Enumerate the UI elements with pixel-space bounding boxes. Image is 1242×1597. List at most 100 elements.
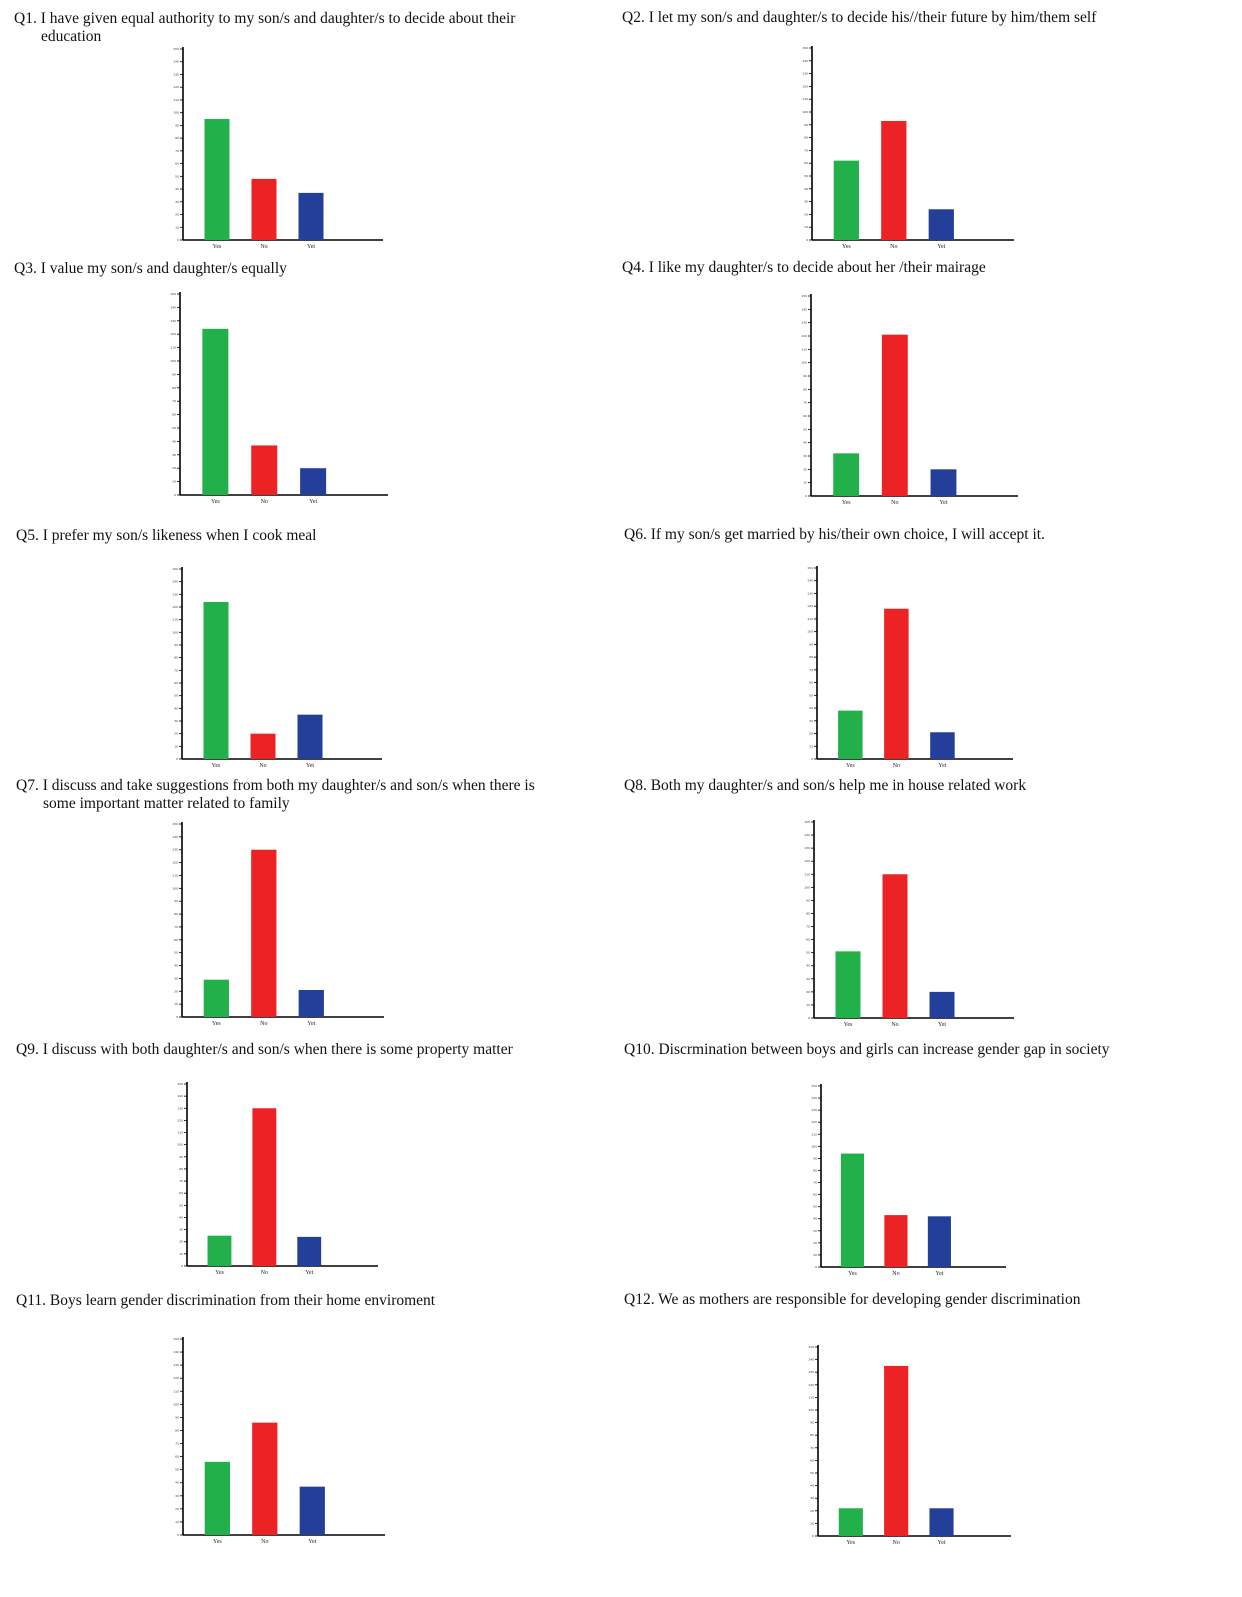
y-tick-label: 140 bbox=[802, 59, 808, 63]
x-category-label: Yes bbox=[212, 1021, 221, 1027]
y-tick-label: 90 bbox=[813, 1156, 817, 1160]
y-tick-label: 140 bbox=[807, 579, 813, 583]
y-tick-label: 50 bbox=[810, 1471, 814, 1475]
y-tick-label: 50 bbox=[813, 1205, 817, 1209]
bar-chart: 0 10 20 30 40 50 60 70 80 90 100 110 120 130 140 150 Yes… bbox=[172, 822, 384, 1027]
bar-chart: 0 10 20 30 40 50 60 70 80 90 100 110 120 130 140 150 Yes… bbox=[173, 47, 383, 250]
x-category-label: Yes bbox=[844, 1022, 853, 1028]
y-tick-label: 120 bbox=[173, 85, 179, 89]
y-tick-label: 70 bbox=[179, 1179, 183, 1183]
y-tick-label: 140 bbox=[808, 1358, 814, 1362]
y-tick-label: 30 bbox=[172, 453, 176, 457]
y-tick-label: 140 bbox=[173, 1350, 179, 1354]
y-tick-label: 110 bbox=[811, 1132, 817, 1136]
bar-yes bbox=[835, 951, 861, 1018]
y-tick-label: 70 bbox=[806, 925, 810, 929]
y-tick-label: 10 bbox=[175, 225, 179, 229]
y-tick-label: 90 bbox=[175, 1415, 179, 1419]
y-tick-label: 110 bbox=[172, 873, 178, 877]
chart-title: Q5. I prefer my son/s likeness when I co… bbox=[16, 527, 316, 545]
y-tick-label: 0 bbox=[808, 1016, 810, 1020]
chart-title: Q6. If my son/s get married by his/their… bbox=[624, 526, 1045, 544]
y-tick-label: 100 bbox=[172, 886, 178, 890]
y-tick-label: 10 bbox=[175, 1520, 179, 1524]
y-tick-label: 80 bbox=[175, 1428, 179, 1432]
y-tick-label: 140 bbox=[801, 307, 807, 311]
y-tick-label: 30 bbox=[175, 1494, 179, 1498]
y-tick-label: 50 bbox=[809, 693, 813, 697]
bar-chart: 0 10 20 30 40 50 60 70 80 90 100 110 120 130 140 150 Yes… bbox=[808, 1345, 1011, 1546]
y-tick-label: 120 bbox=[170, 332, 176, 336]
bar-yet bbox=[297, 714, 323, 759]
y-tick-label: 150 bbox=[173, 1337, 179, 1341]
y-tick-label: 130 bbox=[807, 591, 813, 595]
y-tick-label: 80 bbox=[179, 1167, 183, 1171]
y-tick-label: 30 bbox=[809, 719, 813, 723]
y-tick-label: 120 bbox=[172, 861, 178, 865]
bar-chart: 0 10 20 30 40 50 60 70 80 90 100 110 120 130 140 150 Yes… bbox=[807, 566, 1013, 769]
bar-chart: 0 10 20 30 40 50 60 70 80 90 100 110 120 130 140 150 Yes… bbox=[177, 1082, 378, 1276]
y-tick-label: 120 bbox=[801, 334, 807, 338]
bar-yes bbox=[833, 453, 860, 496]
y-tick-label: 30 bbox=[179, 1228, 183, 1232]
y-tick-label: 0 bbox=[181, 1264, 183, 1268]
y-tick-label: 70 bbox=[174, 668, 178, 672]
y-tick-label: 100 bbox=[807, 630, 813, 634]
y-tick-label: 40 bbox=[174, 706, 178, 710]
y-tick-label: 80 bbox=[804, 136, 808, 140]
y-tick-label: 60 bbox=[175, 162, 179, 166]
y-tick-label: 20 bbox=[804, 212, 808, 216]
y-tick-label: 120 bbox=[177, 1118, 183, 1122]
y-tick-label: 20 bbox=[172, 466, 176, 470]
y-tick-label: 120 bbox=[804, 859, 810, 863]
y-tick-label: 20 bbox=[809, 732, 813, 736]
y-tick-label: 100 bbox=[808, 1408, 814, 1412]
y-tick-label: 90 bbox=[803, 374, 807, 378]
chart-title-line2: education bbox=[41, 28, 102, 45]
x-category-label: Yet bbox=[309, 499, 317, 505]
y-tick-label: 80 bbox=[803, 387, 807, 391]
bar-yes bbox=[207, 1235, 232, 1266]
chart-title: Q3. I value my son/s and daughter/s equa… bbox=[14, 260, 287, 278]
y-tick-label: 90 bbox=[174, 643, 178, 647]
y-tick-label: 100 bbox=[170, 359, 176, 363]
y-tick-label: 60 bbox=[179, 1191, 183, 1195]
y-tick-label: 10 bbox=[804, 225, 808, 229]
chart-title: Q11. Boys learn gender discrimination fr… bbox=[16, 1292, 435, 1310]
y-tick-label: 30 bbox=[174, 976, 178, 980]
chart-title-line1: Q11. Boys learn gender discrimination fr… bbox=[16, 1292, 436, 1309]
x-category-label: No bbox=[892, 1540, 899, 1546]
x-category-label: Yes bbox=[211, 499, 220, 505]
y-tick-label: 80 bbox=[806, 911, 810, 915]
bar-yet bbox=[300, 468, 327, 495]
y-tick-label: 40 bbox=[804, 187, 808, 191]
y-tick-label: 80 bbox=[809, 655, 813, 659]
chart-title: Q7. I discuss and take suggestions from … bbox=[16, 777, 535, 813]
chart-title-line1: Q2. I let my son/s and daughter/s to dec… bbox=[622, 9, 1097, 26]
chart-title-line1: Q5. I prefer my son/s likeness when I co… bbox=[16, 527, 317, 544]
y-tick-label: 120 bbox=[802, 84, 808, 88]
x-category-label: Yet bbox=[939, 500, 947, 506]
y-tick-label: 140 bbox=[172, 580, 178, 584]
chart-title-line1: Q10. Discrmination between boys and girl… bbox=[624, 1041, 1110, 1058]
bar-yes bbox=[204, 1461, 230, 1535]
y-tick-label: 120 bbox=[173, 1376, 179, 1380]
y-tick-label: 0 bbox=[815, 1265, 817, 1269]
x-category-label: Yet bbox=[937, 1540, 945, 1546]
y-tick-label: 10 bbox=[174, 744, 178, 748]
bar-yes bbox=[203, 979, 229, 1017]
chart-title: Q8. Both my daughter/s and son/s help me… bbox=[624, 777, 1026, 795]
y-tick-label: 130 bbox=[808, 1370, 814, 1374]
y-tick-label: 80 bbox=[813, 1168, 817, 1172]
x-category-label: Yet bbox=[307, 1021, 315, 1027]
chart-title: Q2. I let my son/s and daughter/s to dec… bbox=[622, 9, 1096, 27]
y-tick-label: 50 bbox=[804, 174, 808, 178]
y-tick-label: 150 bbox=[177, 1082, 183, 1086]
bar-chart: 0 10 20 30 40 50 60 70 80 90 100 110 120 130 140 150 Yes… bbox=[170, 292, 388, 505]
bar-yes bbox=[840, 1153, 865, 1267]
chart-title-line1: Q8. Both my daughter/s and son/s help me… bbox=[624, 777, 1027, 794]
y-tick-label: 50 bbox=[806, 951, 810, 955]
chart-title-line1: Q3. I value my son/s and daughter/s equa… bbox=[14, 260, 287, 277]
y-tick-label: 10 bbox=[809, 744, 813, 748]
y-tick-label: 40 bbox=[803, 441, 807, 445]
